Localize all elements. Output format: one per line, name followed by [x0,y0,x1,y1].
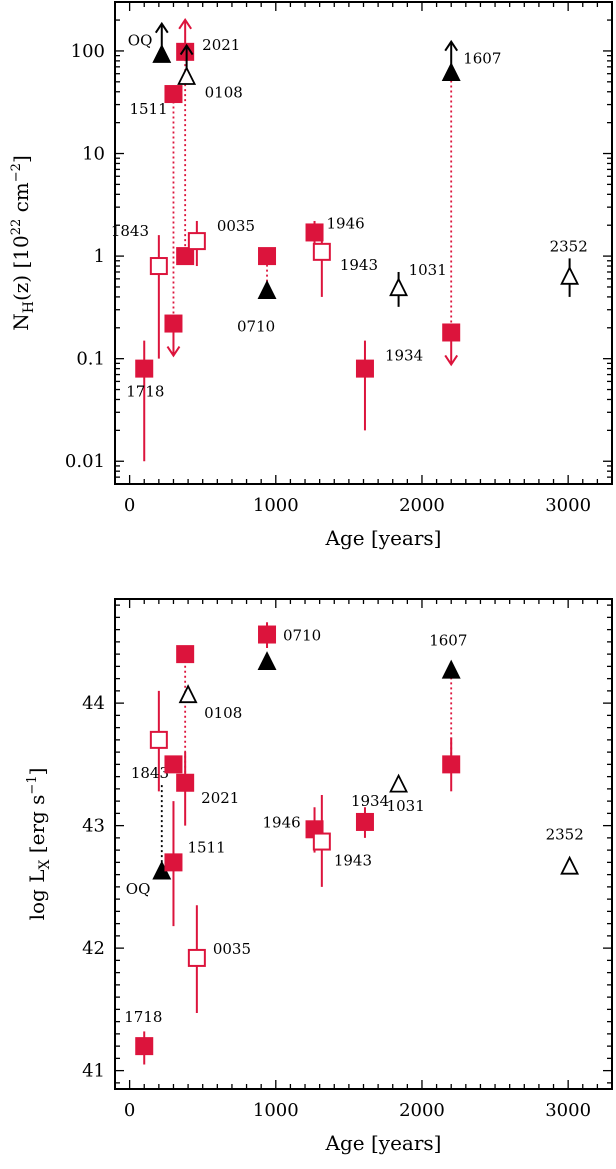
x-tick-label: 3000 [545,1100,591,1121]
x-tick-label: 2000 [399,495,445,516]
data-point-square [164,853,183,872]
limit-arrow-head [166,345,181,358]
y-tick-label: 43 [82,816,105,837]
data-point-square [305,223,324,242]
data-point-square [442,755,461,774]
data-point-square [135,359,154,378]
point-label: 1511 [187,838,225,856]
data-point-square [187,232,206,251]
y-axis-title: NH(z) [1022 cm−2] [9,155,37,331]
y-tick-label: 0.1 [76,349,105,370]
point-label: 1843 [131,764,169,782]
x-tick-label: 1000 [253,1100,299,1121]
point-label: 2352 [546,825,584,843]
data-point-square [135,1037,154,1056]
y-tick-label: 1 [94,246,105,267]
x-tick-label: 3000 [545,495,591,516]
data-point-triangle [389,277,409,297]
x-axis-title: Age [years] [325,526,442,550]
y-tick-label: 44 [82,693,105,714]
x-axis-title: Age [years] [325,1131,442,1155]
nh-panel: 0 1000 2000 3000 0.01 0.1 1 10 100 Age [years] NH(… [9,1,613,550]
data-point-triangle [257,280,277,299]
data-point-square [164,755,183,774]
data-point-triangle [152,44,172,63]
point-label: 0710 [237,318,275,336]
point-label: 1943 [340,256,378,274]
data-point-triangle [441,659,461,679]
point-label: 0035 [217,217,255,235]
data-point-triangle [560,265,580,285]
limit-arrow-head [444,354,459,367]
y-tick-label: 10 [82,144,105,165]
point-label: OQ [126,880,151,898]
point-label: OQ [128,32,153,50]
data-point-triangle [178,684,198,704]
data-point-triangle [257,651,277,670]
limit-arrow-head [154,21,169,34]
data-point-square [176,773,195,792]
point-label: 1718 [126,383,164,401]
limit-arrow-head [444,39,459,52]
lx-panel: 0 1000 2000 3000 41 42 43 44 Age [years] log LX [… [25,598,613,1155]
data-point-square [312,242,331,261]
limit-arrow-head [179,43,194,56]
point-label: 1031 [387,797,425,815]
data-point-square [442,323,461,342]
y-tick-label: 42 [82,938,105,959]
x-tick-label: 0 [124,1100,135,1121]
point-label: 1934 [351,792,389,810]
point-label: 2021 [202,36,240,54]
y-tick-label: 0.01 [65,451,105,472]
point-label: 1946 [327,214,365,232]
data-point-square [164,314,183,333]
point-label: 1607 [463,50,501,68]
y-tick-label: 100 [71,41,105,62]
x-tick-label: 2000 [399,1100,445,1121]
limit-arrow-head [178,18,192,30]
data-point-square [176,645,195,664]
point-label: 0035 [213,940,251,958]
data-point-square [355,812,374,831]
data-point-square [187,948,206,967]
point-label: 1718 [124,1008,162,1026]
y-axis-title: log LX [erg s−1] [25,768,53,921]
point-label: 2021 [201,789,239,807]
point-label: 0108 [205,84,243,102]
point-label: 1946 [263,813,301,831]
data-point-triangle [389,773,409,793]
point-label: 1031 [409,261,447,279]
data-point-square [176,247,195,266]
y-tick-label: 41 [82,1061,105,1082]
data-point-square [312,832,331,851]
point-label: 0108 [204,704,242,722]
point-label: 1843 [111,222,149,240]
data-point-square [355,359,374,378]
data-point-square [164,85,183,104]
point-label: 1943 [334,852,372,870]
data-point-square [149,257,168,276]
data-point-triangle [177,65,197,85]
x-tick-label: 0 [124,495,135,516]
data-point-square [258,625,277,644]
data-point-triangle [441,62,461,81]
point-label: 2352 [550,237,588,255]
data-point-triangle [560,855,580,875]
data-point-square [258,247,277,266]
point-label: 0710 [283,627,321,645]
point-label: 1511 [129,100,167,118]
x-tick-label: 1000 [253,495,299,516]
point-label: 1607 [429,631,467,649]
point-label: 1934 [385,347,423,365]
data-point-square [149,730,168,749]
